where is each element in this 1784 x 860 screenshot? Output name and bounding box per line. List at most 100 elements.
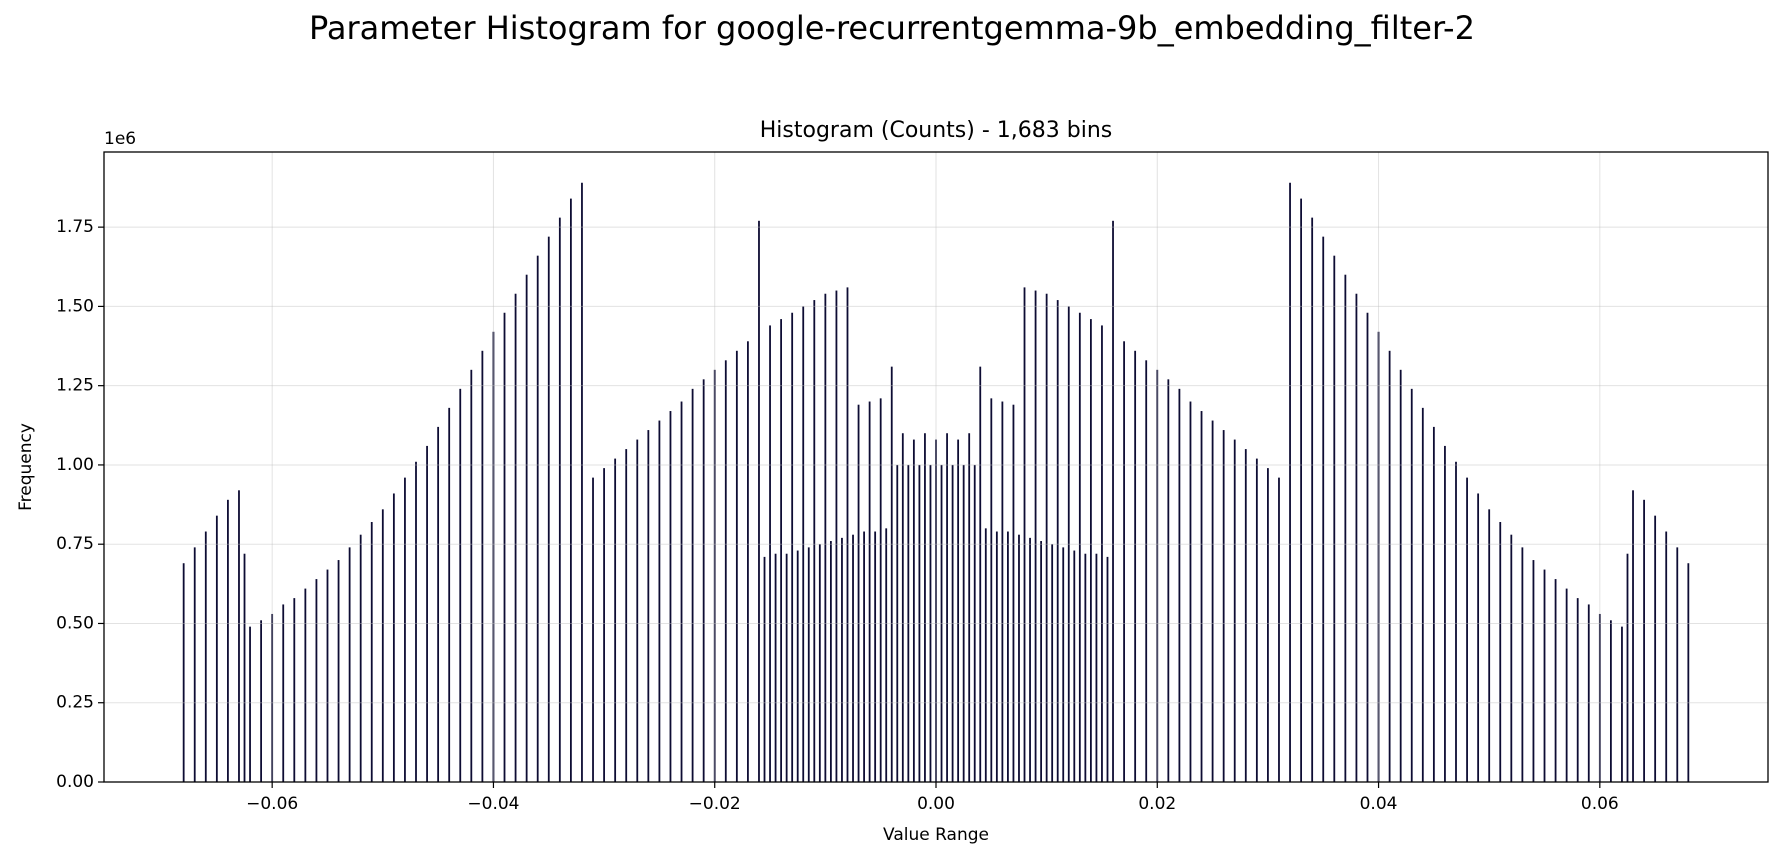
- y-tick-label: 0.00: [56, 772, 94, 792]
- y-tick-label: 1.25: [56, 376, 94, 396]
- bar: [890, 366, 893, 782]
- bar: [1051, 544, 1054, 782]
- x-tick-label: 0.04: [1360, 794, 1398, 814]
- bar: [957, 439, 960, 782]
- bar: [1366, 312, 1369, 782]
- bar: [348, 547, 351, 782]
- y-tick-label: 0.75: [56, 534, 94, 554]
- bar: [935, 439, 937, 782]
- bar: [614, 458, 617, 782]
- bar: [1134, 350, 1137, 782]
- bar: [1267, 468, 1269, 782]
- bar: [1255, 458, 1258, 782]
- bar: [1598, 613, 1601, 782]
- x-tick-label: 0.00: [917, 794, 955, 814]
- bar: [841, 537, 843, 782]
- bar: [392, 493, 395, 782]
- y-axis-label: Frequency: [16, 423, 36, 511]
- bar: [569, 198, 572, 782]
- bar: [973, 464, 976, 782]
- bar: [1244, 449, 1247, 782]
- bar: [415, 461, 417, 782]
- bar: [924, 433, 926, 782]
- bar: [1521, 547, 1524, 782]
- bar: [1421, 407, 1424, 782]
- bar: [1466, 477, 1468, 782]
- bar: [868, 401, 871, 782]
- bar: [669, 411, 672, 782]
- bar: [1056, 300, 1059, 782]
- bar: [702, 379, 705, 782]
- bar: [1311, 217, 1314, 783]
- bar: [1510, 534, 1513, 782]
- bar: [912, 439, 915, 782]
- bar: [204, 531, 207, 782]
- bar: [1554, 579, 1557, 782]
- bar: [514, 293, 517, 782]
- bar: [1609, 620, 1612, 782]
- bar: [852, 534, 854, 782]
- bar: [1112, 220, 1114, 782]
- bar: [1626, 553, 1629, 782]
- bar: [581, 182, 583, 783]
- bar: [481, 350, 484, 782]
- bar: [735, 350, 738, 782]
- bar: [946, 433, 948, 782]
- bar: [824, 293, 827, 782]
- bar: [1399, 369, 1402, 782]
- bar: [835, 290, 838, 782]
- bar: [968, 433, 971, 782]
- x-tick-label: −0.04: [467, 794, 519, 814]
- bar: [863, 531, 865, 782]
- x-axis-label: Value Range: [883, 825, 989, 845]
- bar: [1145, 360, 1148, 782]
- bar: [1410, 388, 1413, 782]
- bar: [918, 464, 921, 782]
- bar: [829, 541, 832, 782]
- bar: [1676, 547, 1679, 782]
- bar: [592, 477, 594, 782]
- bar: [713, 369, 716, 782]
- x-tick-label: 0.02: [1138, 794, 1176, 814]
- bar: [951, 464, 954, 782]
- y-tick-label: 1.50: [56, 296, 94, 316]
- x-tick-label: −0.02: [689, 794, 741, 814]
- bar: [1095, 553, 1098, 782]
- bar: [813, 300, 816, 782]
- bar: [907, 464, 910, 782]
- bar: [271, 613, 274, 782]
- plot-frame: [103, 151, 1769, 783]
- bar: [1488, 509, 1491, 782]
- bar: [1377, 331, 1380, 782]
- bar: [846, 287, 849, 782]
- bar: [1432, 426, 1435, 782]
- bar: [1222, 430, 1225, 782]
- bar: [260, 620, 263, 782]
- bar: [1156, 369, 1159, 782]
- bar: [1300, 198, 1303, 782]
- bar: [1322, 236, 1325, 782]
- bar: [370, 522, 373, 782]
- bar: [995, 531, 998, 782]
- bar: [785, 553, 788, 782]
- bar: [182, 563, 185, 782]
- bar: [1532, 560, 1535, 782]
- bar: [1621, 626, 1623, 782]
- bar: [426, 445, 428, 782]
- bar: [1001, 401, 1004, 782]
- bar: [1543, 569, 1546, 782]
- bar: [962, 464, 965, 782]
- bar: [774, 553, 777, 782]
- bar: [1499, 522, 1502, 782]
- bar: [448, 407, 451, 782]
- bar: [1565, 588, 1568, 782]
- bar: [1211, 420, 1214, 782]
- bar: [193, 547, 196, 782]
- bar: [1233, 439, 1236, 782]
- bar: [1278, 477, 1280, 782]
- bar: [1073, 550, 1076, 782]
- bar: [437, 426, 440, 782]
- bar: [1643, 499, 1645, 782]
- bar: [1178, 388, 1181, 782]
